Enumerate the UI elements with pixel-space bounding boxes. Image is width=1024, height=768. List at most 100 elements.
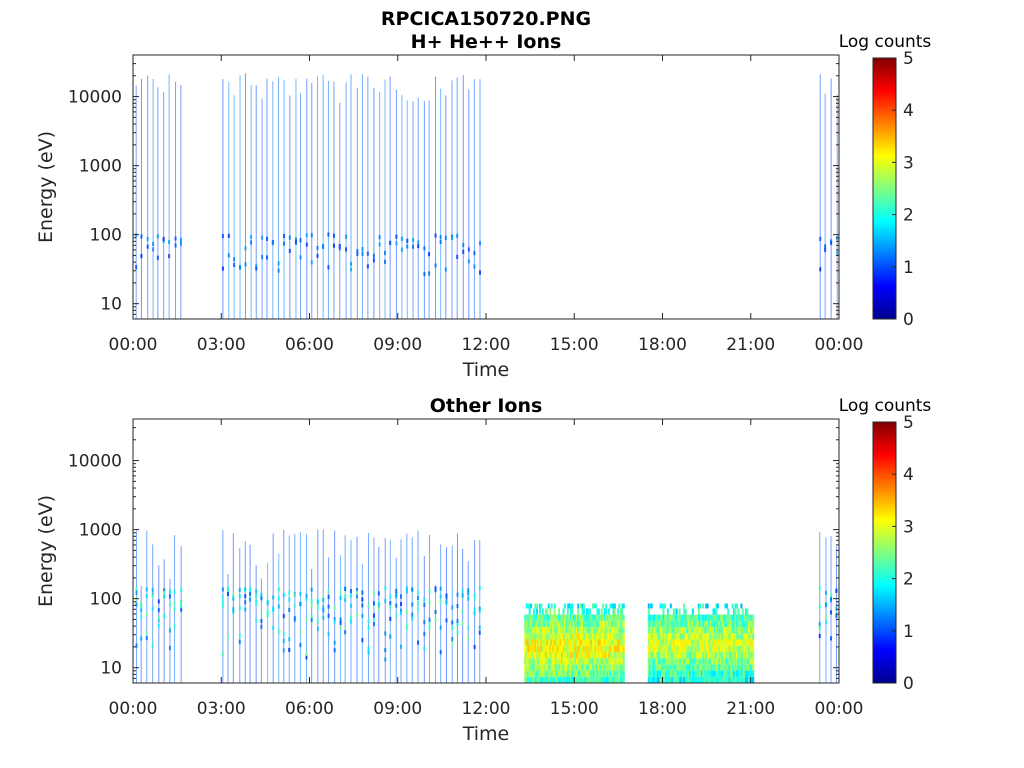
spectrogram-cell <box>556 620 559 628</box>
spectrogram-cell <box>738 620 741 628</box>
burst-cell <box>830 596 833 601</box>
spectrogram-cell <box>530 639 533 646</box>
spectrogram-cell <box>575 614 578 621</box>
spectrogram-cell <box>727 633 730 640</box>
spectrogram-cell <box>671 614 674 621</box>
spectrogram-cell <box>591 676 594 683</box>
spectrogram-cell <box>572 620 575 628</box>
spectrogram-cell <box>527 633 530 640</box>
spectrogram-cell <box>677 639 680 646</box>
spectrogram-cell <box>619 664 622 671</box>
spectrogram-cell <box>574 645 577 652</box>
burst-cell <box>310 587 313 592</box>
spectrogram-cell <box>655 614 658 621</box>
spectrogram-cell <box>534 676 537 683</box>
spectrogram-cell <box>736 620 739 628</box>
burst-cell <box>299 591 302 597</box>
spectrogram-cell <box>541 664 544 671</box>
spectrogram-cell <box>665 670 668 677</box>
spectrogram-cell <box>558 645 561 652</box>
spectrogram-cell <box>593 627 596 634</box>
spectrogram-cell <box>583 658 586 665</box>
burst-cell <box>384 657 387 662</box>
spectrogram-cell <box>619 670 622 677</box>
spectrogram-cell <box>609 670 612 677</box>
spectrogram-cell <box>612 633 615 640</box>
burst-cell <box>135 590 138 595</box>
spectrogram-cell <box>550 633 553 640</box>
burst-cell <box>310 603 313 608</box>
spectrogram-cell <box>659 658 662 665</box>
burst-cell <box>835 588 838 593</box>
spectrogram-cell <box>578 658 581 665</box>
spectrogram-cell <box>719 645 722 652</box>
spectrogram-cell <box>708 676 711 683</box>
spectrogram-cell <box>571 670 574 677</box>
burst-cell <box>389 601 392 606</box>
spectrogram-cell <box>537 651 540 659</box>
spectrogram-cell <box>524 614 527 621</box>
spectrogram-cell <box>683 633 686 640</box>
burst-cell <box>244 600 247 605</box>
spectrogram-cell <box>746 670 749 677</box>
spectrogram-cell <box>699 670 702 677</box>
spectrogram-cell <box>528 603 531 609</box>
spectrogram-cell <box>575 651 578 659</box>
spectrogram-cell <box>715 676 718 683</box>
spectrogram-cell <box>669 603 672 609</box>
burst-cell <box>473 593 476 598</box>
burst-cell <box>277 261 280 266</box>
spectrogram-cell <box>553 670 556 677</box>
spectrogram-cell <box>549 658 552 665</box>
spectrogram-cell <box>562 620 565 628</box>
spectrogram-cell <box>647 651 650 659</box>
spectrogram-cell <box>752 676 755 683</box>
spectrogram-cell <box>665 614 668 621</box>
burst-cell <box>168 594 171 599</box>
spectrogram-cell <box>525 645 528 652</box>
spectrogram-cell <box>681 620 684 628</box>
spectrogram-cell <box>525 603 528 609</box>
spectrogram-cell <box>722 627 725 634</box>
spectrogram-cell <box>574 664 577 671</box>
colorbar-tick-label: 1 <box>903 622 914 642</box>
spectrogram-cell <box>736 639 739 646</box>
spectrogram-cell <box>688 645 691 652</box>
spectrogram-cell <box>575 639 578 646</box>
spectrogram-cell <box>577 639 580 646</box>
colorbar-tick-label: 3 <box>903 517 914 537</box>
x-axis-label: Time <box>462 723 510 745</box>
spectrogram-cell <box>583 639 586 646</box>
burst-cell <box>180 607 183 612</box>
burst-cell <box>830 592 833 598</box>
burst-cell <box>244 262 247 267</box>
spectrogram-cell <box>722 658 725 665</box>
spectrogram-cell <box>559 658 562 665</box>
spectrogram-cell <box>752 651 755 659</box>
spectrogram-cell <box>736 664 739 671</box>
spectrogram-cell <box>672 670 675 677</box>
spectrogram-cell <box>533 651 536 659</box>
spectrogram-cell <box>709 651 712 659</box>
spectrogram-cell <box>672 639 675 646</box>
spectrogram-cell <box>600 639 603 646</box>
burst-cell <box>384 648 387 653</box>
burst-cell <box>339 617 342 622</box>
spectrogram-cell <box>622 603 625 609</box>
burst-cell <box>322 244 325 250</box>
spectrogram-cell <box>587 627 590 634</box>
spectrogram-cell <box>533 639 536 646</box>
spectrogram-cell <box>559 620 562 628</box>
spectrogram-cell <box>691 614 694 621</box>
spectrogram-cell <box>558 676 561 683</box>
spectrogram-cell <box>524 664 527 671</box>
spectrogram-cell <box>668 664 671 671</box>
spectrogram-cell <box>597 651 600 659</box>
spectrogram-cell <box>618 614 621 621</box>
spectrogram-cell <box>671 620 674 628</box>
spectrogram-cell <box>658 676 661 683</box>
spectrogram-cell <box>534 620 537 628</box>
burst-cell <box>299 255 302 260</box>
spectrogram-cell <box>555 676 558 683</box>
spectrogram-cell <box>563 676 566 683</box>
